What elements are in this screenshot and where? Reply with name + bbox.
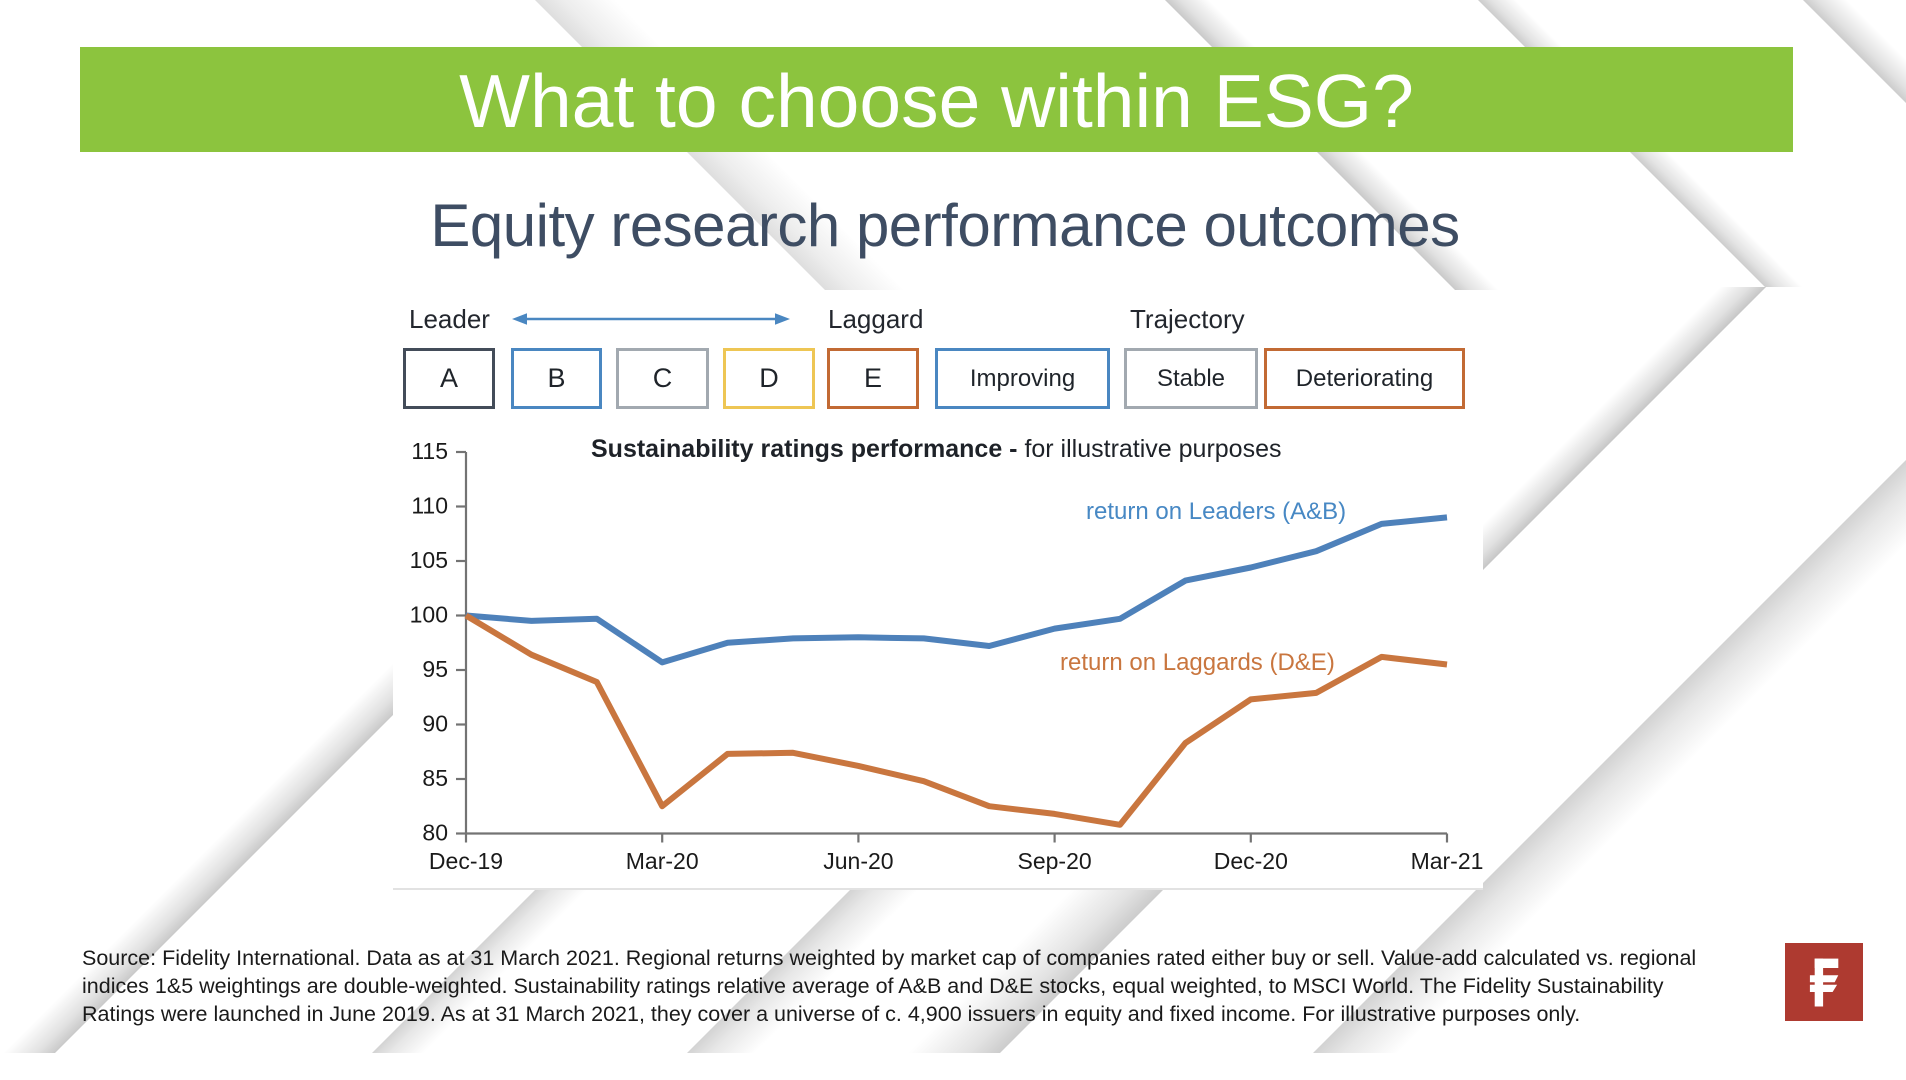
svg-text:105: 105	[410, 547, 448, 573]
svg-text:110: 110	[411, 493, 448, 519]
svg-text:Jun-20: Jun-20	[823, 848, 893, 874]
svg-text:80: 80	[422, 820, 448, 846]
svg-text:Dec-19: Dec-19	[429, 848, 503, 874]
svg-text:115: 115	[411, 438, 448, 464]
svg-text:Sep-20: Sep-20	[1018, 848, 1092, 874]
svg-text:return on Leaders (A&B): return on Leaders (A&B)	[1086, 498, 1346, 525]
svg-text:95: 95	[422, 656, 448, 682]
svg-text:90: 90	[422, 711, 448, 737]
svg-text:return on Laggards (D&E): return on Laggards (D&E)	[1060, 649, 1335, 676]
svg-text:Mar-20: Mar-20	[626, 848, 699, 874]
svg-text:100: 100	[410, 602, 448, 628]
svg-text:Sustainability ratings perform: Sustainability ratings performance - for…	[591, 435, 1282, 463]
svg-text:Mar-21: Mar-21	[1411, 848, 1484, 874]
svg-text:Dec-20: Dec-20	[1214, 848, 1288, 874]
svg-text:85: 85	[422, 765, 448, 791]
